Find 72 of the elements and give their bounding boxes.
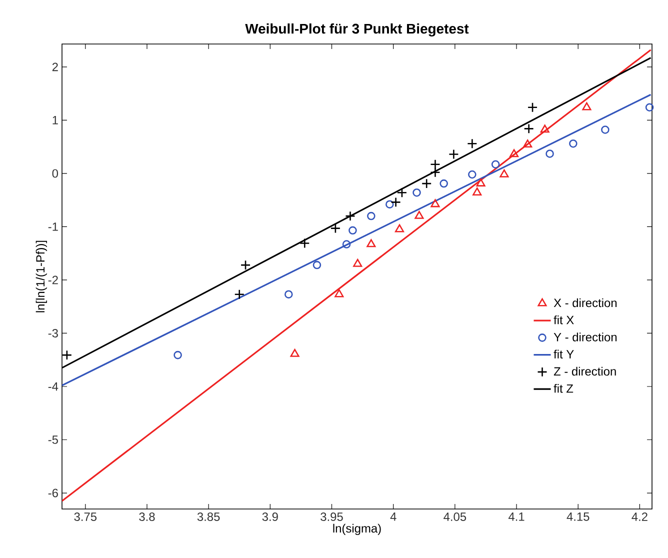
point — [300, 238, 310, 248]
point — [62, 350, 72, 360]
y-tick-label: -2 — [48, 276, 58, 284]
point — [569, 139, 578, 148]
point — [524, 124, 534, 134]
x-tick-label: 4.1 — [508, 512, 524, 521]
x-tick-label: 4 — [390, 512, 396, 521]
x-tick-label: 4.2 — [632, 512, 648, 521]
point — [582, 102, 592, 110]
x-tick-label: 4.05 — [444, 512, 466, 521]
y-tick-label: -1 — [48, 222, 58, 231]
point — [334, 289, 344, 298]
point — [366, 239, 376, 248]
point — [348, 226, 357, 235]
legend-label: X - direction — [554, 298, 617, 308]
legend-label: Y - direction — [554, 332, 617, 342]
point — [412, 188, 421, 197]
chart-title: Weibull-Plot für 3 Punkt Biegetest — [245, 23, 469, 36]
legend-label: fit X — [554, 315, 574, 324]
point — [342, 240, 351, 248]
point — [396, 187, 408, 198]
x-tick-label: 4.15 — [566, 512, 590, 521]
point — [476, 178, 486, 186]
x-axis-title: ln(sigma) — [333, 524, 381, 535]
legend-label: fit Y — [554, 350, 574, 358]
point — [546, 150, 554, 158]
point — [394, 224, 404, 232]
x-tick-label: 3.9 — [262, 512, 278, 521]
point — [468, 170, 476, 179]
y-tick-label: -6 — [48, 488, 58, 498]
point — [386, 200, 394, 208]
point — [430, 199, 440, 208]
point — [448, 149, 459, 160]
point — [601, 126, 610, 134]
point — [414, 210, 424, 219]
point — [540, 124, 550, 133]
point — [523, 140, 532, 148]
point — [527, 102, 538, 113]
point — [174, 350, 182, 360]
y-axis-title: ln[ln(1/(1-Pf))] — [36, 240, 47, 312]
point — [234, 289, 245, 300]
point — [440, 179, 448, 188]
y-tick-label: -3 — [48, 329, 58, 338]
point — [312, 260, 322, 270]
y-tick-label: 1 — [52, 116, 58, 124]
y-tick-label: -4 — [48, 382, 58, 391]
x-tick-label: 3.95 — [320, 512, 343, 521]
point — [491, 160, 500, 169]
y-tick-label: 2 — [52, 62, 58, 72]
x-tick-label: 3.85 — [197, 512, 220, 521]
point — [510, 149, 519, 158]
point — [500, 169, 509, 178]
point — [430, 167, 440, 178]
y-tick-label: 0 — [52, 169, 58, 178]
point — [345, 210, 356, 222]
point — [290, 348, 300, 357]
legend-label: fit Z — [554, 384, 574, 393]
x-tick-label: 3.75 — [74, 512, 97, 521]
point — [390, 197, 401, 208]
legend-label: Z - direction — [554, 366, 616, 376]
point — [645, 103, 654, 112]
x-tick-label: 3.8 — [139, 512, 155, 521]
y-tick-label: -5 — [48, 436, 58, 444]
point — [284, 290, 293, 298]
point — [430, 159, 440, 170]
point — [467, 138, 478, 149]
point — [367, 212, 376, 220]
point — [421, 178, 432, 189]
point — [240, 260, 251, 270]
point — [330, 223, 341, 234]
point — [353, 258, 362, 267]
point — [472, 187, 482, 196]
